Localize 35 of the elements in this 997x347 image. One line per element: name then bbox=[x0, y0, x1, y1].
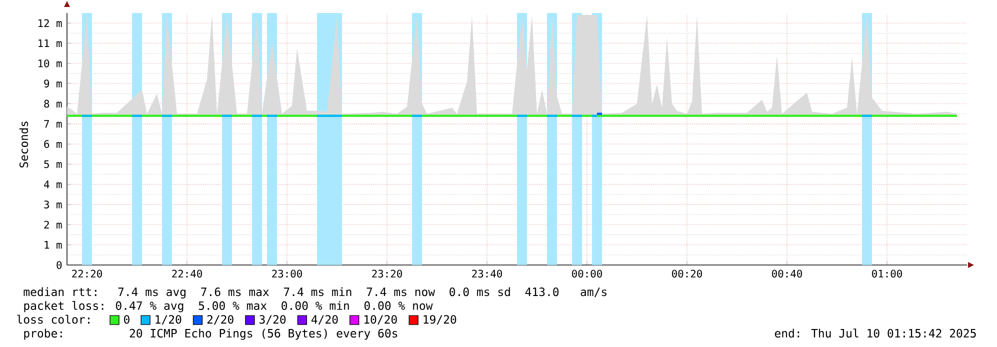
x-tick-label: 00:40 bbox=[772, 270, 802, 278]
y-tick-label: 4 m bbox=[44, 180, 62, 188]
y-tick-label: 7 m bbox=[44, 120, 62, 128]
y-axis-title: Seconds bbox=[19, 122, 28, 168]
x-tick-label: 00:00 bbox=[572, 270, 602, 278]
y-tick-label: 1 m bbox=[44, 241, 62, 249]
legend-label: 1/20 bbox=[156, 315, 182, 325]
legend-label: 10/20 bbox=[364, 315, 397, 325]
text: median rtt: 7.4 ms avg 7.6 ms max 7.4 ms min 7.4 ms now 0.0 ms sd 413.0 am/s bbox=[24, 287, 606, 298]
y-tick-label: 6 m bbox=[44, 140, 62, 148]
x-tick-label: 00:20 bbox=[672, 270, 702, 278]
y-tick-label: 10 m bbox=[38, 59, 62, 68]
y-tick-label: 0 bbox=[56, 261, 62, 269]
y-tick-label: 3 m bbox=[44, 200, 62, 208]
legend-label: 3/20 bbox=[259, 315, 286, 325]
x-tick-label: 23:00 bbox=[272, 270, 302, 278]
text: end: Thu Jul 10 01:15:42 2025 bbox=[774, 328, 976, 338]
legend-label: 0 bbox=[124, 315, 130, 324]
y-tick-label: 8 m bbox=[44, 100, 62, 108]
legend-title: loss color: bbox=[17, 314, 90, 324]
legend-label: 2/20 bbox=[207, 315, 234, 325]
x-tick-label: 23:40 bbox=[472, 270, 502, 278]
x-tick-label: 22:40 bbox=[172, 270, 202, 278]
legend-label: 19/20 bbox=[424, 315, 456, 325]
x-tick-label: 22:20 bbox=[72, 270, 102, 278]
legend-label: 4/20 bbox=[311, 315, 338, 325]
y-tick-label: 9 m bbox=[44, 80, 62, 88]
x-tick-label: 01:00 bbox=[872, 270, 902, 278]
y-tick-label: 11 m bbox=[38, 39, 62, 48]
y-tick-label: 2 m bbox=[44, 220, 62, 229]
y-tick-label: 12 m bbox=[38, 19, 62, 27]
x-tick-label: 23:20 bbox=[372, 270, 402, 278]
y-tick-label: 5 m bbox=[44, 160, 62, 168]
text: packet loss: 0.47 % avg 5.00 % max 0.00 % min 0.00 % now bbox=[24, 301, 433, 312]
text: probe: 20 ICMP Echo Pings (56 Bytes) every 60s bbox=[24, 328, 398, 340]
